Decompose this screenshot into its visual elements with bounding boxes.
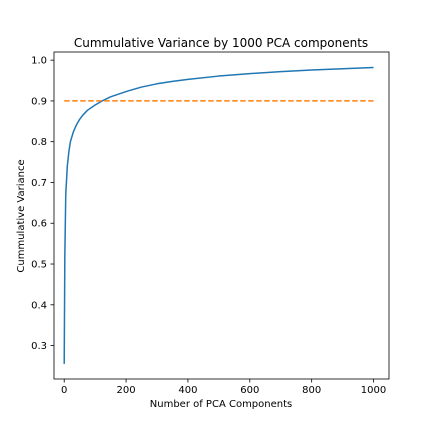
x-tick-label: 1000 bbox=[361, 385, 386, 396]
series-line-cumulative-variance bbox=[63, 66, 374, 364]
y-tick-label: 0.9 bbox=[31, 96, 47, 107]
x-tick-label: 0 bbox=[61, 385, 67, 396]
y-axis: 0.3 0.4 0.5 0.6 0.7 0.8 0.9 1.0 bbox=[31, 56, 54, 352]
x-tick-label: 400 bbox=[178, 385, 197, 396]
x-tick-label: 800 bbox=[302, 385, 321, 396]
y-tick-label: 0.7 bbox=[31, 178, 47, 189]
plot-area bbox=[53, 51, 390, 380]
series-layer bbox=[63, 66, 374, 364]
plot-frame bbox=[53, 51, 390, 380]
y-tick-label: 1.0 bbox=[31, 56, 47, 67]
x-tick-label: 600 bbox=[240, 385, 259, 396]
y-tick-label: 0.8 bbox=[31, 137, 47, 148]
y-tick-label: 0.5 bbox=[31, 260, 47, 271]
y-tick-label: 0.6 bbox=[31, 219, 47, 230]
x-axis-label: Number of PCA Components bbox=[150, 399, 292, 410]
y-axis-label: Cummulative Variance bbox=[16, 159, 27, 272]
y-tick-label: 0.4 bbox=[31, 300, 47, 311]
y-tick-label: 0.3 bbox=[31, 341, 47, 352]
x-tick-label: 200 bbox=[117, 385, 136, 396]
chart-title: Cummulative Variance by 1000 PCA compone… bbox=[74, 36, 368, 50]
x-axis: 0 200 400 600 800 1000 bbox=[61, 379, 386, 396]
